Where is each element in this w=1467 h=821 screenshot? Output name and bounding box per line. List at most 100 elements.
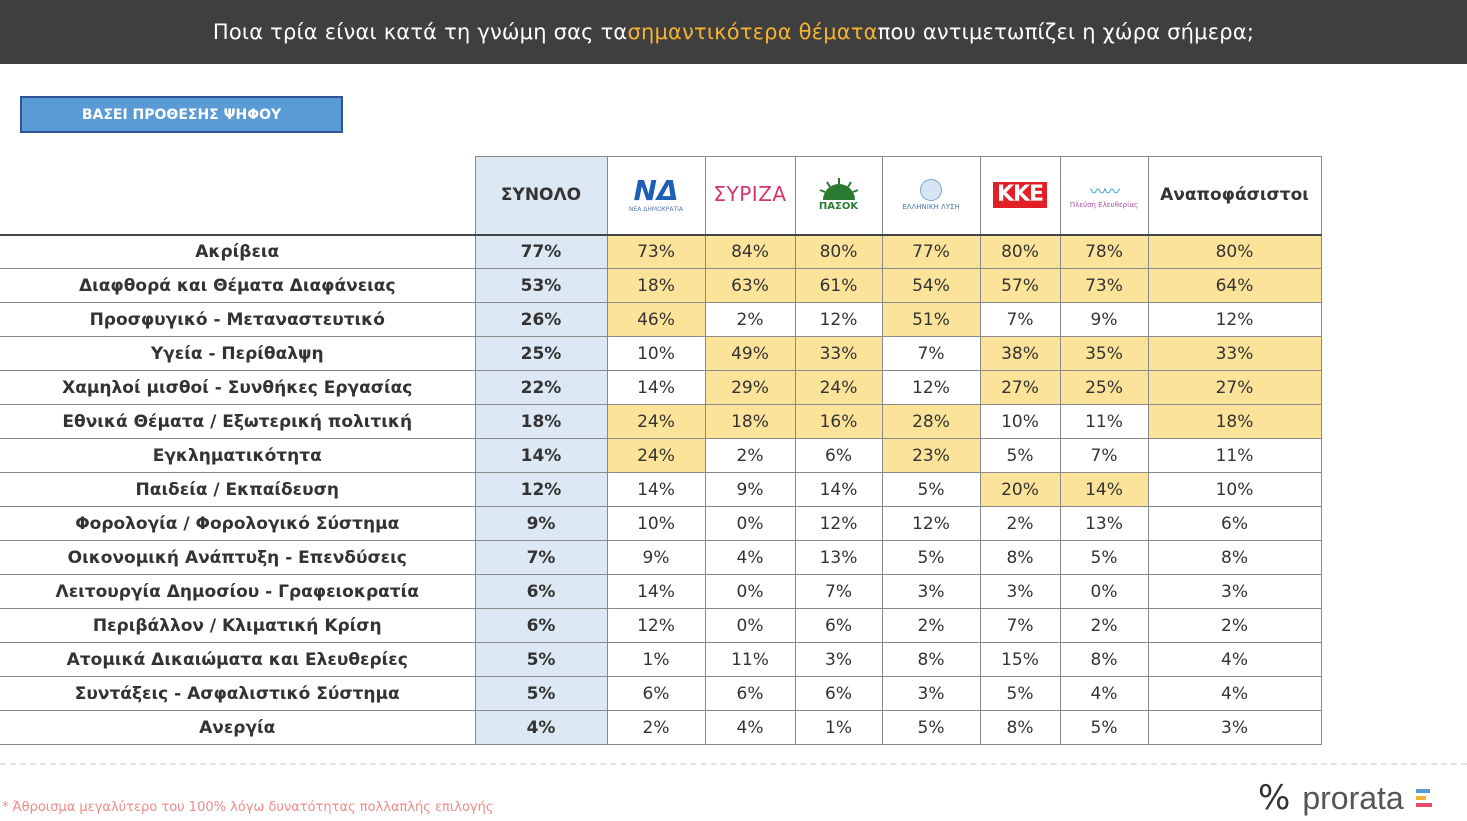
cell-el: 54%: [881, 268, 981, 303]
cell-el: 3%: [881, 574, 981, 609]
cell-el: 12%: [881, 506, 981, 541]
cell-pl: 5%: [1059, 710, 1149, 745]
cell-syriza: 9%: [704, 472, 796, 507]
row-label: Φορολογία / Φορολογικό Σύστημα: [0, 506, 476, 541]
cell-pasok: 7%: [794, 574, 883, 609]
cell-kke: 5%: [979, 676, 1061, 711]
cell-kke: 10%: [979, 404, 1061, 439]
cell-el: 5%: [881, 472, 981, 507]
total-cell: 5%: [474, 642, 608, 677]
cell-kke: 57%: [979, 268, 1061, 303]
cell-undecided: 4%: [1147, 642, 1322, 677]
cell-pl: 14%: [1059, 472, 1149, 507]
nd-logo-sub: ΝΕΑ ΔΗΜΟΚΡΑΤΙΑ: [628, 206, 683, 214]
cell-undecided: 12%: [1147, 302, 1322, 337]
nd-logo-text: ΝΔ: [633, 174, 679, 208]
total-cell: 26%: [474, 302, 608, 337]
row-label: Ατομικά Δικαιώματα και Ελευθερίες: [0, 642, 476, 677]
page-title: Ποια τρία είναι κατά τη γνώμη σας τα σημ…: [0, 0, 1467, 64]
table-header-row: ΣΥΝΟΛΟ ΝΔ ΝΕΑ ΔΗΜΟΚΡΑΤΙΑ ΣΥΡΙΖΑ: [0, 156, 1322, 236]
cell-nd: 14%: [606, 370, 706, 405]
cell-pl: 5%: [1059, 540, 1149, 575]
cell-nd: 10%: [606, 506, 706, 541]
row-label: Λειτουργία Δημοσίου - Γραφειοκρατία: [0, 574, 476, 609]
el-emblem-icon: [920, 178, 942, 201]
cell-undecided: 27%: [1147, 370, 1322, 405]
total-cell: 5%: [474, 676, 608, 711]
cell-el: 77%: [881, 234, 981, 269]
column-header-undecided: Αναποφάσιστοι: [1147, 156, 1322, 236]
footer-divider: [0, 763, 1467, 765]
cell-el: 5%: [881, 710, 981, 745]
cell-el: 12%: [881, 370, 981, 405]
cell-pl: 0%: [1059, 574, 1149, 609]
cell-pasok: 3%: [794, 642, 883, 677]
cell-pl: 4%: [1059, 676, 1149, 711]
row-label: Οικονομική Ανάπτυξη - Επενδύσεις: [0, 540, 476, 575]
brand-bars-icon: [1415, 789, 1432, 807]
cell-pl: 7%: [1059, 438, 1149, 473]
prorata-logo: % prorata: [1258, 778, 1432, 818]
cell-nd: 14%: [606, 472, 706, 507]
cell-pasok: 13%: [794, 540, 883, 575]
pasok-sun-icon: [819, 178, 858, 201]
table-row: Διαφθορά και Θέματα Διαφάνειας 53% 18% 63% 6…: [0, 268, 1322, 303]
cell-kke: 80%: [979, 234, 1061, 269]
cell-el: 7%: [881, 336, 981, 371]
cell-undecided: 11%: [1147, 438, 1322, 473]
total-cell: 14%: [474, 438, 608, 473]
pl-waves-icon: 〰〰: [1089, 181, 1120, 201]
cell-syriza: 6%: [704, 676, 796, 711]
cell-undecided: 6%: [1147, 506, 1322, 541]
cell-kke: 2%: [979, 506, 1061, 541]
el-logo: ΕΛΛΗΝΙΚΗ ΛΥΣΗ: [883, 178, 980, 212]
kke-logo: ΚΚΕ: [992, 182, 1048, 209]
table-row: Ανεργία 4% 2% 4% 1% 5% 8% 5% 3%: [0, 710, 1322, 745]
row-label: Εγκληματικότητα: [0, 438, 476, 473]
cell-kke: 38%: [979, 336, 1061, 371]
cell-nd: 9%: [606, 540, 706, 575]
cell-pasok: 12%: [794, 302, 883, 337]
pl-logo: 〰〰 Πλεύση Ελευθερίας: [1069, 181, 1139, 209]
cell-pasok: 80%: [794, 234, 883, 269]
cell-pasok: 33%: [794, 336, 883, 371]
cell-kke: 7%: [979, 608, 1061, 643]
pl-logo-text: Πλεύση Ελευθερίας: [1069, 200, 1139, 209]
cell-kke: 8%: [979, 710, 1061, 745]
column-header-total: ΣΥΝΟΛΟ: [474, 156, 608, 236]
cell-syriza: 2%: [704, 302, 796, 337]
cell-nd: 10%: [606, 336, 706, 371]
cell-kke: 7%: [979, 302, 1061, 337]
cell-el: 3%: [881, 676, 981, 711]
column-header-el: ΕΛΛΗΝΙΚΗ ΛΥΣΗ: [881, 156, 981, 236]
footnote: * Άθροισμα μεγαλύτερο του 100% λόγω δυνα…: [2, 800, 494, 815]
row-label: Προσφυγικό - Μεταναστευτικό: [0, 302, 476, 337]
row-label: Συντάξεις - Ασφαλιστικό Σύστημα: [0, 676, 476, 711]
row-label: Ακρίβεια: [0, 234, 476, 269]
cell-syriza: 18%: [704, 404, 796, 439]
total-cell: 9%: [474, 506, 608, 541]
kke-logo-text: ΚΚΕ: [992, 182, 1048, 209]
cell-pl: 9%: [1059, 302, 1149, 337]
title-part-1: Ποια τρία είναι κατά τη γνώμη σας τα: [212, 20, 628, 44]
cell-pl: 78%: [1059, 234, 1149, 269]
cell-kke: 5%: [979, 438, 1061, 473]
cell-pl: 73%: [1059, 268, 1149, 303]
row-label: Παιδεία / Εκπαίδευση: [0, 472, 476, 507]
cell-nd: 24%: [606, 438, 706, 473]
total-cell: 77%: [474, 234, 608, 269]
title-part-2: που αντιμετωπίζει η χώρα σήμερα;: [877, 20, 1255, 44]
cell-pasok: 12%: [794, 506, 883, 541]
total-cell: 4%: [474, 710, 608, 745]
cell-syriza: 4%: [704, 710, 796, 745]
table-row: Ακρίβεια 77% 73% 84% 80% 77% 80% 78% 80%: [0, 234, 1322, 269]
table-row: Ατομικά Δικαιώματα και Ελευθερίες 5% 1% 11%…: [0, 642, 1322, 677]
cell-undecided: 64%: [1147, 268, 1322, 303]
cell-undecided: 3%: [1147, 574, 1322, 609]
syriza-logo: ΣΥΡΙΖΑ: [713, 184, 786, 204]
table-row: Συντάξεις - Ασφαλιστικό Σύστημα 5% 6% 6% 6% 3…: [0, 676, 1322, 711]
row-label: Εθνικά Θέματα / Εξωτερική πολιτική: [0, 404, 476, 439]
cell-pl: 25%: [1059, 370, 1149, 405]
cell-undecided: 80%: [1147, 234, 1322, 269]
pasok-logo-text: ΠΑΣΟΚ: [818, 201, 859, 213]
